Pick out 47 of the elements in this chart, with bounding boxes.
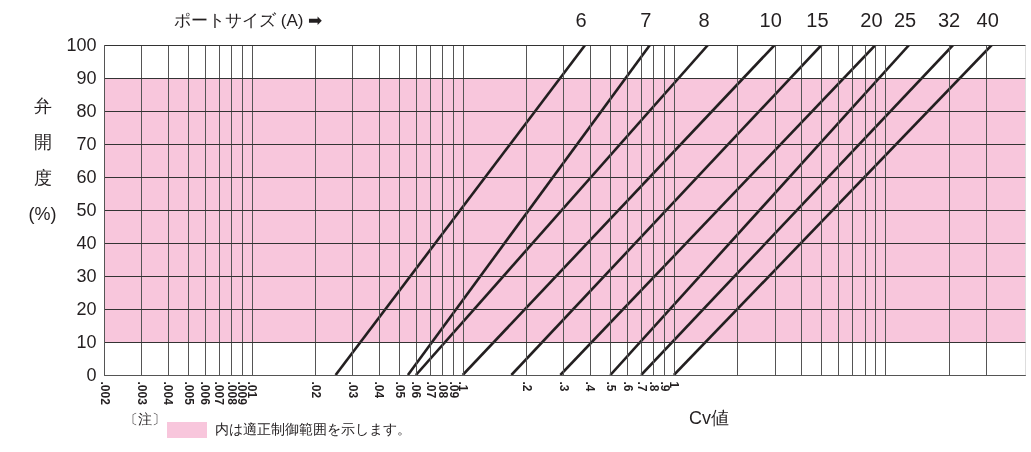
- x-tick-label: .002: [97, 381, 112, 406]
- x-tick-label: .07: [423, 381, 438, 399]
- x-tick-label: .6: [620, 381, 635, 392]
- series-label: 40: [976, 9, 999, 31]
- series-label: 25: [893, 9, 917, 31]
- x-tick-label: .08: [435, 381, 450, 399]
- series-label: 20: [860, 9, 883, 31]
- series-label: 15: [806, 9, 829, 31]
- y-tick-label: 80: [76, 100, 97, 121]
- legend-label: 内は適正制御範囲を示します。: [215, 421, 411, 437]
- x-tick-label: .04: [372, 381, 387, 399]
- x-tick-label: .007: [212, 381, 227, 406]
- x-tick-label: .7: [634, 381, 649, 392]
- x-tick-label: .003: [134, 381, 149, 406]
- x-tick-label: .03: [345, 381, 360, 399]
- series-label: 7: [640, 9, 652, 31]
- y-tick-label: 50: [76, 199, 97, 220]
- x-tick-label: .02: [308, 381, 323, 399]
- x-tick-label: .3: [556, 381, 571, 392]
- x-tick-label: .01: [245, 381, 260, 399]
- x-tick-label: .008: [224, 381, 239, 406]
- y-tick-label: 90: [76, 67, 97, 88]
- x-tick-label: .2: [519, 381, 534, 392]
- series-label: 32: [937, 9, 961, 31]
- text: ポートサイズ (A) ➡: [174, 11, 323, 30]
- x-tick-label: .05: [392, 381, 407, 399]
- x-tick-label: .8: [646, 381, 661, 392]
- y-tick-label: 0: [86, 364, 97, 385]
- x-tick-label: .006: [198, 381, 213, 406]
- x-tick-label: .004: [161, 381, 176, 406]
- x-tick-label: .005: [181, 381, 196, 406]
- y-tick-label: 70: [76, 133, 97, 154]
- series-label: 10: [759, 9, 782, 31]
- y-tick-label: 30: [76, 265, 97, 286]
- series-label: 6: [575, 9, 587, 31]
- text: 〔注〕: [124, 411, 166, 427]
- x-axis-title: Cv値: [689, 408, 729, 428]
- x-tick-label: .5: [603, 381, 618, 392]
- x-tick-label: .06: [409, 381, 424, 399]
- y-tick-label: 10: [76, 331, 97, 352]
- y-axis-title: 弁開度(%): [28, 95, 57, 224]
- y-tick-label: 100: [66, 34, 97, 55]
- y-tick-label: 40: [76, 232, 97, 253]
- y-tick-label: 20: [76, 298, 97, 319]
- series-label: 8: [698, 9, 710, 31]
- x-tick-label: .4: [583, 381, 598, 392]
- y-tick-label: 60: [76, 166, 97, 187]
